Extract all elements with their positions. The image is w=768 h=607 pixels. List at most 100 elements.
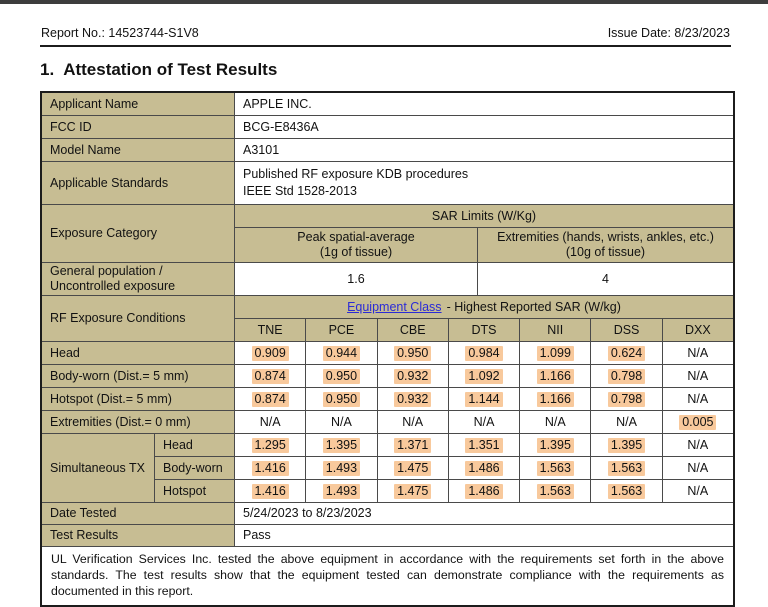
column-header-dxx: DXX	[662, 319, 733, 341]
sar-value-cell: 0.950	[377, 342, 449, 364]
section-number: 1.	[40, 60, 55, 79]
simultaneous-tx-label: Simultaneous TX	[42, 434, 155, 502]
issue-date: Issue Date: 8/23/2023	[607, 26, 730, 40]
applicant-name-label: Applicant Name	[42, 93, 235, 115]
equipment-class-header-row: Equipment Class - Highest Reported SAR (…	[235, 296, 733, 318]
rf-exposure-conditions-label: RF Exposure Conditions	[42, 296, 235, 341]
sar-value-cell: 1.092	[448, 365, 521, 387]
sar-value-cell: N/A	[662, 388, 733, 410]
sar-value: 0.798	[607, 368, 646, 384]
sar-value: 0.932	[394, 368, 432, 384]
sar-value-cell: 0.950	[306, 365, 378, 387]
exposure-category-label: Exposure Category	[42, 205, 235, 262]
sar-value-cell: 1.493	[306, 480, 378, 502]
exposure-category-values: SAR Limits (W/Kg) Peak spatial-average (…	[235, 205, 733, 262]
simultaneous-tx-rows: Head 1.295 1.395 1.371 1.351 1.395 1.395…	[155, 434, 733, 502]
sar-value-cell: 1.563	[591, 480, 663, 502]
sar-value-cell: 1.563	[520, 457, 592, 479]
row-test-results: Test Results Pass	[42, 524, 733, 546]
sar-value: 0.909	[251, 345, 289, 361]
sar-value-cell: 0.874	[235, 365, 307, 387]
peak-limit-value: 1.6	[235, 263, 478, 295]
fcc-id-value: BCG-E8436A	[235, 116, 733, 138]
row-applicable-standards: Applicable Standards Published RF exposu…	[42, 161, 733, 204]
extremities-header-line-2: (10g of tissue)	[565, 245, 646, 259]
sar-value: N/A	[473, 414, 495, 429]
sar-value: N/A	[687, 391, 709, 406]
sar-limits-header-row: SAR Limits (W/Kg)	[235, 205, 733, 227]
sar-value: 1.395	[322, 437, 361, 453]
sar-value: N/A	[259, 414, 281, 429]
sar-value: N/A	[331, 414, 352, 429]
sar-value-cell: 1.563	[520, 480, 592, 502]
sar-value-cell: 1.144	[448, 388, 521, 410]
sar-value: 1.416	[251, 460, 289, 476]
sar-value-cell: 0.950	[306, 388, 378, 410]
sar-value: 0.950	[394, 345, 432, 361]
sar-value-cell: N/A	[662, 365, 733, 387]
column-header-dts: DTS	[448, 319, 521, 341]
sar-value-cell: 0.798	[591, 388, 663, 410]
sar-value: 0.624	[607, 345, 646, 361]
report-number: Report No.: 14523744-S1V8	[41, 26, 199, 40]
extremities-header-line-1: Extremities (hands, wrists, ankles, etc.…	[497, 230, 714, 244]
sar-value: 1.395	[607, 437, 646, 453]
sar-value: N/A	[616, 414, 637, 429]
attestation-table: Applicant Name APPLE INC. FCC ID BCG-E84…	[40, 91, 735, 607]
header-divider	[40, 45, 731, 47]
sar-value-cell: 0.005	[662, 411, 733, 433]
sar-value-cell: 1.486	[448, 480, 521, 502]
sar-value: N/A	[687, 368, 709, 383]
sar-value: N/A	[544, 414, 566, 429]
section-title: 1. Attestation of Test Results	[40, 60, 731, 80]
standard-line-2: IEEE Std 1528-2013	[243, 184, 357, 198]
sar-value-cell: 0.932	[377, 388, 449, 410]
sar-value: 1.475	[394, 460, 432, 476]
equipment-class-header: Equipment Class - Highest Reported SAR (…	[235, 296, 733, 318]
sar-value: 1.144	[465, 391, 503, 407]
row-model-name: Model Name A3101	[42, 138, 733, 161]
sim-head-label: Head	[155, 434, 235, 456]
sar-value: 1.563	[536, 460, 574, 476]
sar-value: 1.371	[394, 437, 432, 453]
sar-value-cell: 1.475	[377, 480, 449, 502]
sar-value: 1.493	[322, 483, 361, 499]
sar-value: N/A	[687, 460, 709, 475]
peak-header-line-2: (1g of tissue)	[319, 245, 393, 259]
sar-value-cell: N/A	[448, 411, 521, 433]
sar-limits-header: SAR Limits (W/Kg)	[235, 205, 733, 227]
sar-value: 0.984	[465, 345, 503, 361]
sar-value: 1.395	[536, 437, 574, 453]
sar-value: 0.798	[607, 391, 646, 407]
equipment-class-link[interactable]: Equipment Class	[347, 299, 442, 314]
sar-value-cell: N/A	[662, 457, 733, 479]
sar-value: 0.874	[251, 391, 289, 407]
fcc-id-label: FCC ID	[42, 116, 235, 138]
extremities-limit-header: Extremities (hands, wrists, ankles, etc.…	[478, 228, 733, 262]
peak-spatial-average-header: Peak spatial-average (1g of tissue)	[235, 228, 478, 262]
sar-value-cell: N/A	[520, 411, 592, 433]
sar-value: N/A	[402, 414, 424, 429]
row-exposure-category: Exposure Category SAR Limits (W/Kg) Peak…	[42, 204, 733, 262]
document-header: Report No.: 14523744-S1V8 Issue Date: 8/…	[40, 24, 731, 45]
sar-value: N/A	[687, 483, 709, 498]
sar-value: 0.944	[322, 345, 361, 361]
sar-value: 1.486	[465, 483, 503, 499]
row-simultaneous-tx: Simultaneous TX Head 1.295 1.395 1.371 1…	[42, 433, 733, 502]
sar-value-cell: 1.395	[306, 434, 378, 456]
sar-value: 1.099	[536, 345, 574, 361]
column-header-nii: NII	[520, 319, 592, 341]
date-tested-label: Date Tested	[42, 503, 235, 524]
sar-value-cell: N/A	[662, 342, 733, 364]
head-row-label: Head	[42, 342, 235, 364]
applicant-name-value: APPLE INC.	[235, 93, 733, 115]
sar-value-cell: 1.395	[591, 434, 663, 456]
test-results-value: Pass	[235, 525, 733, 546]
date-tested-value: 5/24/2023 to 8/23/2023	[235, 503, 733, 524]
sim-body-worn-row: Body-worn 1.416 1.493 1.475 1.486 1.563 …	[155, 456, 733, 479]
sar-value-cell: 1.166	[520, 388, 592, 410]
sar-value-cell: N/A	[377, 411, 449, 433]
sar-value-cell: 1.486	[448, 457, 521, 479]
hotspot-row-label: Hotspot (Dist.= 5 mm)	[42, 388, 235, 410]
sar-value: N/A	[687, 437, 709, 452]
